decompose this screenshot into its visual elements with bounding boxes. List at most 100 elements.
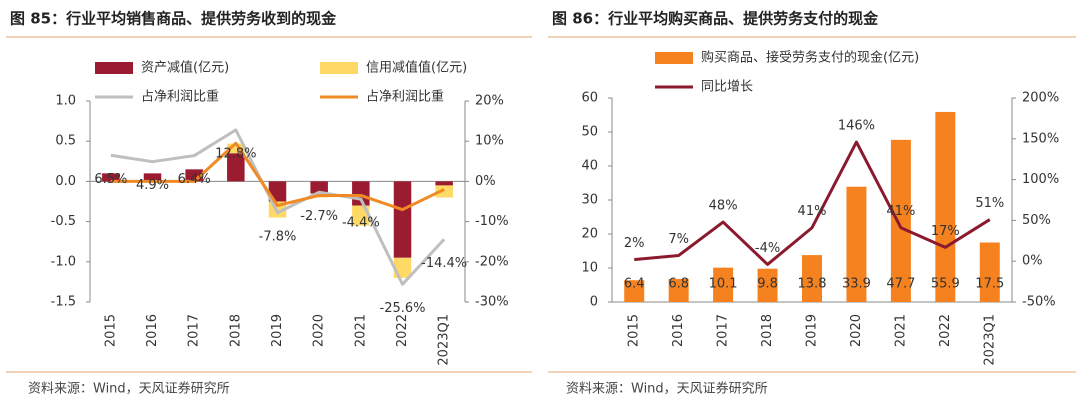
- data-label: -25.6%: [380, 301, 426, 316]
- bar: [227, 153, 245, 182]
- y2-tick-label: 10%: [475, 134, 504, 149]
- data-label: 6.8: [668, 277, 689, 292]
- data-label: 6.4: [624, 277, 645, 292]
- data-label: 146%: [838, 119, 875, 134]
- bar: [435, 185, 453, 198]
- legend-swatch: [95, 62, 133, 74]
- chart-title: 图 86：行业平均购买商品、提供劳务支付的现金: [552, 10, 879, 28]
- legend-label: 占净利润比重: [366, 89, 444, 105]
- bar: [757, 268, 778, 302]
- y2-tick-label: 50%: [1022, 213, 1051, 228]
- y2-tick-label: 20%: [475, 94, 504, 109]
- data-label: 51%: [975, 196, 1004, 211]
- legend-label: 信用减值值(亿元): [366, 60, 467, 76]
- y-tick-label: -1.0: [51, 254, 76, 269]
- bar: [935, 111, 956, 302]
- x-tick-label: 2019: [805, 314, 820, 347]
- y-tick-label: -1.5: [51, 295, 76, 310]
- data-label: 41%: [798, 204, 827, 219]
- bar: [668, 278, 689, 302]
- bar: [102, 173, 120, 182]
- x-tick-label: 2015: [627, 314, 642, 347]
- data-label: 6.5%: [94, 172, 127, 187]
- bar: [713, 267, 734, 302]
- data-label: 9.8: [757, 277, 778, 292]
- data-label: -14.4%: [421, 256, 467, 271]
- data-label: 17.5: [975, 277, 1004, 292]
- y2-tick-label: 0%: [1022, 254, 1043, 269]
- data-label: -4.4%: [342, 216, 380, 231]
- x-tick-label: 2020: [849, 314, 864, 347]
- source-note: 资料来源：Wind，天风证券研究所: [566, 381, 768, 397]
- bar: [979, 242, 1000, 302]
- x-tick-label: 2015: [103, 314, 118, 347]
- x-tick-label: 2020: [312, 314, 327, 347]
- x-tick-label: 2017: [187, 314, 202, 347]
- x-tick-label: 2016: [671, 314, 686, 347]
- y2-tick-label: 100%: [1022, 172, 1059, 187]
- legend-swatch: [320, 62, 358, 74]
- y2-tick-label: 150%: [1022, 131, 1059, 146]
- y-tick-label: 40: [581, 159, 598, 174]
- bar: [890, 139, 911, 302]
- chart-title: 图 85：行业平均销售商品、提供劳务收到的现金: [10, 10, 337, 28]
- data-label: 55.9: [931, 277, 960, 292]
- source-note: 资料来源：Wind，天风证券研究所: [28, 381, 230, 397]
- data-label: 7%: [668, 232, 689, 247]
- data-label: 47.7: [886, 277, 915, 292]
- data-label: 6.4%: [178, 172, 211, 187]
- x-tick-label: 2023Q1: [982, 314, 997, 366]
- data-label: -7.8%: [259, 229, 297, 244]
- data-label: 12.8%: [215, 146, 256, 161]
- x-tick-label: 2017: [716, 314, 731, 347]
- x-tick-label: 2018: [760, 314, 775, 347]
- data-label: 10.1: [709, 277, 738, 292]
- y2-tick-label: -20%: [475, 254, 509, 269]
- x-tick-label: 2018: [228, 314, 243, 347]
- x-tick-label: 2019: [270, 314, 285, 347]
- y-tick-label: 0.0: [55, 174, 76, 189]
- legend-label: 占净利润比重: [141, 89, 219, 105]
- line-series: [110, 128, 446, 286]
- data-label: -2.7%: [300, 209, 338, 224]
- y2-tick-label: -50%: [1022, 295, 1056, 310]
- line-series: [110, 141, 445, 212]
- bar: [435, 181, 453, 186]
- bar: [310, 181, 328, 194]
- x-tick-label: 2021: [353, 314, 368, 347]
- bar: [624, 280, 645, 302]
- legend-label: 同比增长: [701, 80, 753, 95]
- data-label: 33.9: [842, 277, 871, 292]
- x-tick-label: 2022: [938, 314, 953, 347]
- y-tick-label: 30: [581, 193, 598, 208]
- y2-tick-label: -30%: [475, 295, 509, 310]
- data-label: 2%: [624, 236, 645, 251]
- bar: [802, 255, 822, 302]
- x-tick-label: 2023Q1: [437, 314, 452, 366]
- legend-swatch: [655, 52, 693, 64]
- data-label: -4%: [755, 241, 780, 256]
- y2-tick-label: -10%: [475, 214, 509, 229]
- y2-tick-label: 0%: [475, 174, 496, 189]
- data-label: 41%: [886, 204, 915, 219]
- bar: [846, 186, 867, 302]
- y-tick-label: 1.0: [55, 94, 76, 109]
- y-tick-label: -0.5: [51, 214, 76, 229]
- y-tick-label: 20: [581, 227, 598, 242]
- data-label: 17%: [931, 224, 960, 239]
- x-tick-label: 2016: [145, 314, 160, 347]
- legend-label: 购买商品、接受劳务支付的现金(亿元): [701, 50, 919, 66]
- bar: [393, 181, 412, 258]
- data-label: 4.9%: [136, 178, 169, 193]
- y-tick-label: 60: [581, 91, 598, 106]
- bar: [227, 143, 245, 154]
- x-tick-label: 2022: [395, 314, 410, 347]
- line-series: [634, 140, 991, 266]
- y-tick-label: 50: [581, 125, 598, 140]
- data-label: 13.8: [798, 277, 827, 292]
- y2-tick-label: 200%: [1022, 91, 1059, 106]
- legend-label: 资产减值(亿元): [141, 60, 229, 76]
- y-tick-label: 0: [590, 295, 598, 310]
- bar: [143, 173, 162, 182]
